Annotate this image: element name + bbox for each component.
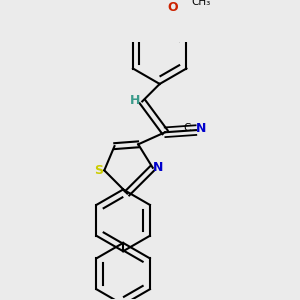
Text: N: N xyxy=(153,161,163,174)
Text: H: H xyxy=(130,94,141,107)
Text: O: O xyxy=(168,1,178,14)
Text: N: N xyxy=(196,122,206,135)
Text: C: C xyxy=(183,123,191,133)
Text: S: S xyxy=(94,164,103,177)
Text: CH₃: CH₃ xyxy=(191,0,211,7)
